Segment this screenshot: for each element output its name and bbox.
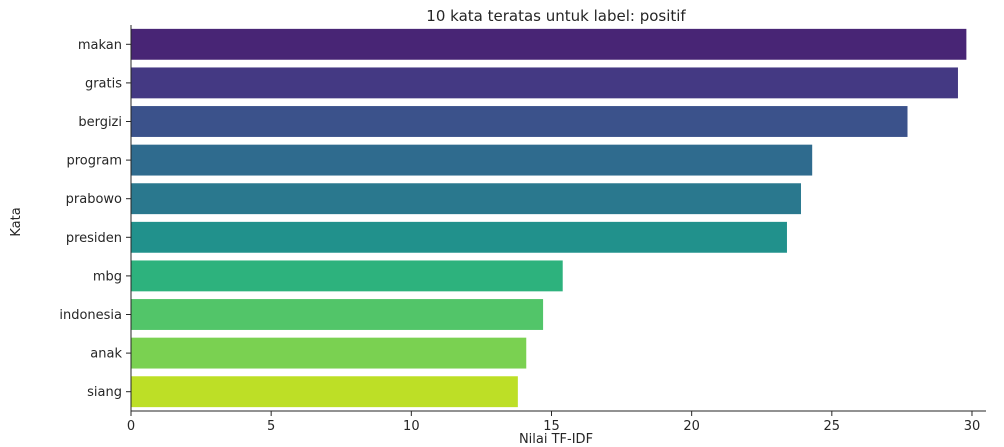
x-tick-label: 5 xyxy=(267,419,275,434)
bar-indonesia xyxy=(131,299,544,330)
bar-program xyxy=(131,144,813,176)
y-tick-label: presiden xyxy=(66,231,122,246)
chart-title: 10 kata teratas untuk label: positif xyxy=(426,7,686,25)
x-tick-label: 20 xyxy=(683,419,700,434)
x-tick-label: 15 xyxy=(543,419,560,434)
x-tick-label: 0 xyxy=(127,419,135,434)
y-tick-label: makan xyxy=(78,38,122,53)
bar-prabowo xyxy=(131,183,801,215)
y-tick-label: prabowo xyxy=(66,192,122,207)
y-tick-labels: makan gratis bergizi program prabowo presiden… xyxy=(59,38,131,400)
x-ticks: 0 5 10 15 20 25 30 xyxy=(127,411,980,434)
x-tick-label: 10 xyxy=(403,419,420,434)
y-tick-label: mbg xyxy=(93,269,122,284)
y-tick-label: program xyxy=(67,154,123,169)
bar-makan xyxy=(131,28,967,60)
y-tick-label: indonesia xyxy=(59,308,122,323)
bar-presiden xyxy=(131,221,787,253)
bars-group xyxy=(131,28,967,408)
y-tick-label: siang xyxy=(87,385,122,400)
y-tick-label: anak xyxy=(90,347,122,362)
bar-anak xyxy=(131,337,527,369)
x-axis-label: Nilai TF-IDF xyxy=(519,432,593,447)
bar-gratis xyxy=(131,67,958,99)
y-tick-label: gratis xyxy=(85,76,122,91)
bar-siang xyxy=(131,376,518,408)
x-tick-label: 30 xyxy=(964,419,981,434)
bar-mbg xyxy=(131,260,563,292)
y-axis-label: Kata xyxy=(9,207,24,236)
y-tick-label: bergizi xyxy=(78,115,122,130)
x-tick-label: 25 xyxy=(824,419,841,434)
bar-bergizi xyxy=(131,106,908,137)
